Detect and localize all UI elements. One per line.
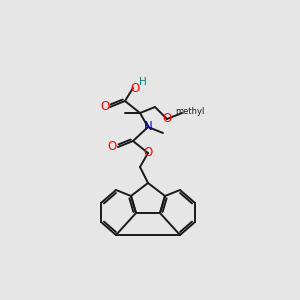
Text: O: O <box>143 146 153 160</box>
Text: methyl: methyl <box>175 107 205 116</box>
Text: H: H <box>139 77 147 87</box>
Text: O: O <box>107 140 117 154</box>
Text: O: O <box>130 82 140 94</box>
Text: O: O <box>100 100 109 113</box>
Text: O: O <box>162 112 172 125</box>
Text: N: N <box>144 121 152 134</box>
